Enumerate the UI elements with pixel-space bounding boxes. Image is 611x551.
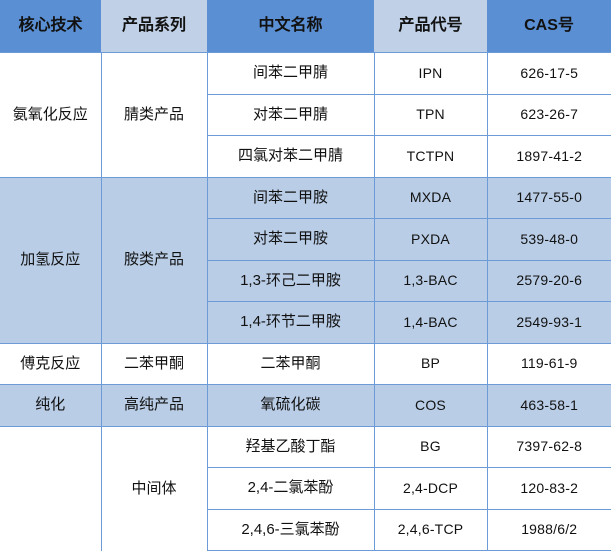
cell-cas-number: 1477-55-0 [486, 176, 611, 219]
column-header-product-series: 产品系列 [101, 0, 207, 53]
cell-product-code: TCTPN [373, 135, 488, 178]
table-row: 对苯二甲腈 TPN 623-26-7 [0, 93, 611, 136]
cell-product-code: 2,4,6-TCP [373, 508, 488, 551]
column-header-cas-number: CAS号 [487, 0, 611, 53]
cell-product-code: BP [373, 342, 488, 385]
cell-cas-number: 120-83-2 [486, 467, 611, 510]
cell-product-code: 2,4-DCP [373, 467, 488, 510]
table-row: 傅克反应 二苯甲酮 二苯甲酮 BP 119-61-9 [0, 342, 611, 385]
cell-core-technology: 氨氧化反应 [0, 52, 102, 177]
cell-chinese-name: 间苯二甲腈 [206, 52, 375, 95]
cell-chinese-name: 二苯甲酮 [206, 342, 375, 385]
column-header-product-code: 产品代号 [374, 0, 487, 53]
cell-cas-number: 119-61-9 [486, 342, 611, 385]
cell-product-code: TPN [373, 93, 488, 136]
cell-chinese-name: 间苯二甲胺 [206, 176, 375, 219]
cell-product-code: MXDA [373, 176, 488, 219]
cell-cas-number: 1988/6/2 [486, 508, 611, 551]
cell-chinese-name: 2,4-二氯苯酚 [206, 467, 375, 510]
cell-product-code: BG [373, 425, 488, 468]
cell-core-technology: 纯化 [0, 384, 102, 427]
table-row: 对苯二甲胺 PXDA 539-48-0 [0, 218, 611, 261]
cell-product-series: 高纯产品 [100, 384, 208, 427]
column-header-core-technology: 核心技术 [0, 0, 101, 53]
table-row: 1,3-环己二甲胺 1,3-BAC 2579-20-6 [0, 259, 611, 302]
cell-core-technology: 加氢反应 [0, 176, 102, 343]
table-body: 氨氧化反应 腈类产品 间苯二甲腈 IPN 626-17-5 对苯二甲腈 TPN 623-26-… [0, 52, 611, 551]
cell-cas-number: 539-48-0 [486, 218, 611, 261]
cell-product-series: 胺类产品 [100, 176, 208, 343]
cell-core-technology [0, 425, 102, 551]
cell-chinese-name: 1,3-环己二甲胺 [206, 259, 375, 302]
cell-product-series: 腈类产品 [100, 52, 208, 177]
cell-chinese-name: 2,4,6-三氯苯酚 [206, 508, 375, 551]
cell-chinese-name: 羟基乙酸丁酯 [206, 425, 375, 468]
table-row: 中间体 羟基乙酸丁酯 BG 7397-62-8 [0, 425, 611, 551]
cell-chinese-name: 对苯二甲腈 [206, 93, 375, 136]
table-row: 纯化 高纯产品 氧硫化碳 COS 463-58-1 [0, 384, 611, 427]
cell-core-technology: 傅克反应 [0, 342, 102, 385]
cell-product-code: COS [373, 384, 488, 427]
table-row: 2,4-二氯苯酚 2,4-DCP 120-83-2 [0, 467, 611, 510]
cell-product-code: PXDA [373, 218, 488, 261]
header-row: 核心技术 产品系列 中文名称 产品代号 CAS号 [0, 0, 611, 53]
cell-cas-number: 626-17-5 [486, 52, 611, 95]
cell-cas-number: 2579-20-6 [486, 259, 611, 302]
cell-chinese-name: 对苯二甲胺 [206, 218, 375, 261]
cell-product-series: 中间体 [100, 425, 208, 551]
cell-chinese-name: 1,4-环节二甲胺 [206, 301, 375, 344]
column-header-chinese-name: 中文名称 [207, 0, 374, 53]
cell-cas-number: 1897-41-2 [486, 135, 611, 178]
cell-product-code: 1,3-BAC [373, 259, 488, 302]
cell-chinese-name: 氧硫化碳 [206, 384, 375, 427]
table-row: 2,4,6-三氯苯酚 2,4,6-TCP 1988/6/2 [0, 508, 611, 551]
cell-product-code: IPN [373, 52, 488, 95]
cell-product-series: 二苯甲酮 [100, 342, 208, 385]
cell-product-code: 1,4-BAC [373, 301, 488, 344]
table-header: 核心技术 产品系列 中文名称 产品代号 CAS号 [0, 0, 611, 53]
cell-chinese-name: 四氯对苯二甲腈 [206, 135, 375, 178]
cell-cas-number: 7397-62-8 [486, 425, 611, 468]
cell-cas-number: 623-26-7 [486, 93, 611, 136]
table-row: 四氯对苯二甲腈 TCTPN 1897-41-2 [0, 135, 611, 178]
table-row: 氨氧化反应 腈类产品 间苯二甲腈 IPN 626-17-5 [0, 52, 611, 177]
cell-cas-number: 2549-93-1 [486, 301, 611, 344]
table-row: 加氢反应 胺类产品 间苯二甲胺 MXDA 1477-55-0 [0, 176, 611, 343]
cell-cas-number: 463-58-1 [486, 384, 611, 427]
